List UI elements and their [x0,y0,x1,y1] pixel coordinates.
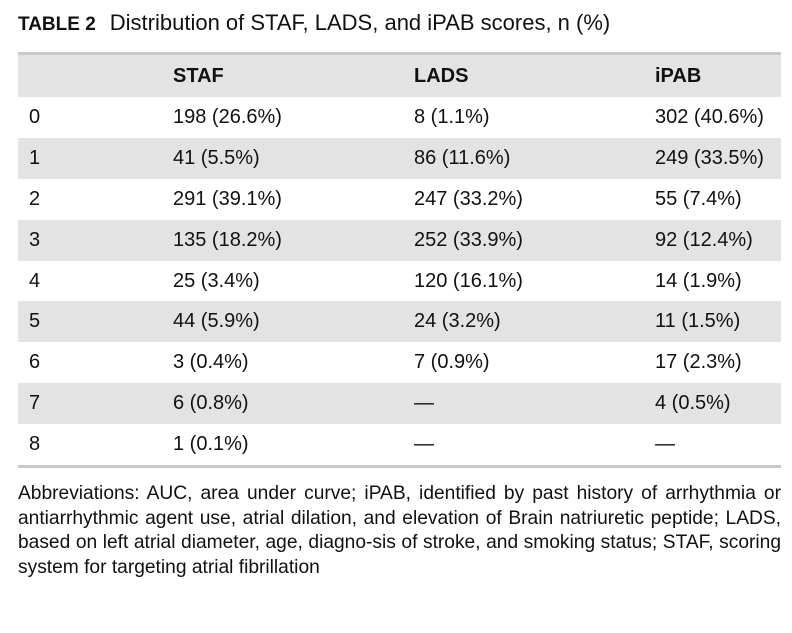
ipab-cell: 55 (7.4%) [655,187,742,210]
staf-cell: 291 (39.1%) [173,187,282,210]
header-row: STAF LADS iPAB [18,55,781,97]
lads-cell: 7 (0.9%) [414,351,490,374]
score-cell: 8 [29,433,41,456]
table-row: 8 1 (0.1%) — — [18,424,781,465]
ipab-cell: — [655,433,675,456]
header-cell-ipab: iPAB [655,64,702,87]
ipab-cell: 92 (12.4%) [655,228,753,251]
staf-cell: 41 (5.5%) [173,146,260,169]
score-cell: 1 [29,146,41,169]
lads-cell: 24 (3.2%) [414,310,501,333]
table-row: 7 6 (0.8%) — 4 (0.5%) [18,383,781,425]
abbreviations-footnote: Abbreviations: AUC, area under curve; iP… [18,483,781,578]
lads-cell: — [414,433,434,456]
lads-cell: 252 (33.9%) [414,228,523,251]
ipab-cell: 249 (33.5%) [655,146,764,169]
staf-cell: 198 (26.6%) [173,105,282,128]
lads-cell: 86 (11.6%) [414,146,511,169]
score-distribution-table: STAF LADS iPAB 0 198 (26.6%) 8 (1.1%) 30… [18,52,781,469]
header-cell-staf: STAF [173,64,224,87]
score-cell: 7 [29,392,41,415]
ipab-cell: 4 (0.5%) [655,392,731,415]
score-cell: 5 [29,310,41,333]
score-cell: 3 [29,228,41,251]
table-caption: TABLE 2 Distribution of STAF, LADS, and i… [18,8,610,40]
ipab-cell: 17 (2.3%) [655,351,742,374]
table-title: Distribution of STAF, LADS, and iPAB sco… [109,10,611,35]
ipab-cell: 14 (1.9%) [655,269,742,292]
data-table: STAF LADS iPAB 0 198 (26.6%) 8 (1.1%) 30… [18,55,781,465]
table-label: TABLE 2 [18,14,96,35]
lads-cell: 247 (33.2%) [414,187,523,210]
score-cell: 4 [29,269,41,292]
score-cell: 6 [29,351,41,374]
table-row: 3 135 (18.2%) 252 (33.9%) 92 (12.4%) [18,219,781,261]
lads-cell: 8 (1.1%) [414,105,490,128]
table-row: 5 44 (5.9%) 24 (3.2%) 11 (1.5%) [18,301,781,343]
staf-cell: 3 (0.4%) [173,351,249,374]
staf-cell: 25 (3.4%) [173,269,260,292]
table-row: 1 41 (5.5%) 86 (11.6%) 249 (33.5%) [18,137,781,179]
staf-cell: 135 (18.2%) [173,228,282,251]
header-cell-lads: LADS [414,64,469,87]
table-row: 2 291 (39.1%) 247 (33.2%) 55 (7.4%) [18,179,781,220]
staf-cell: 44 (5.9%) [173,310,260,333]
staf-cell: 1 (0.1%) [173,433,249,456]
lads-cell: 120 (16.1%) [414,269,523,292]
header-cell-score [18,55,173,97]
staf-cell: 6 (0.8%) [173,392,249,415]
lads-cell: — [414,392,434,415]
table-row: 6 3 (0.4%) 7 (0.9%) 17 (2.3%) [18,342,781,383]
score-cell: 2 [29,187,41,210]
table-row: 0 198 (26.6%) 8 (1.1%) 302 (40.6%) [18,97,781,138]
ipab-cell: 11 (1.5%) [655,310,741,333]
ipab-cell: 302 (40.6%) [655,105,764,128]
score-cell: 0 [29,105,41,128]
table-row: 4 25 (3.4%) 120 (16.1%) 14 (1.9%) [18,261,781,302]
